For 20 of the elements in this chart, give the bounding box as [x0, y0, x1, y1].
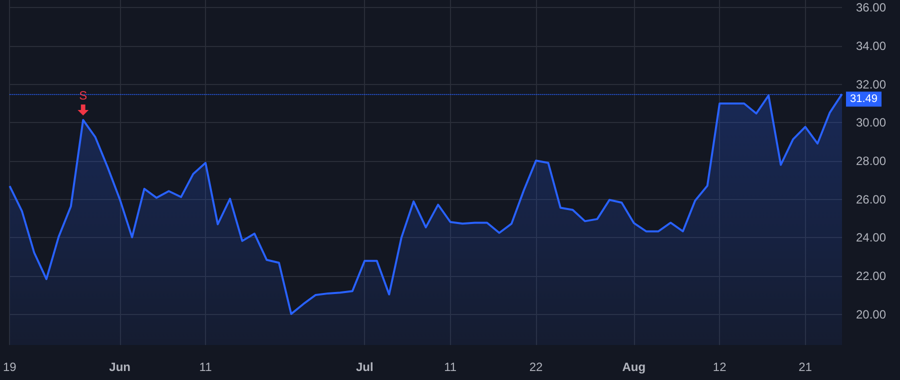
- x-tick-label: 21: [798, 360, 812, 374]
- x-tick-label: 12: [712, 360, 727, 374]
- annotation: S: [79, 88, 88, 102]
- y-tick-label: 36.00: [856, 0, 886, 15]
- ref-line-label: 31.49: [850, 93, 878, 106]
- x-tick-label: 11: [444, 360, 457, 374]
- x-tick-label: Aug: [622, 360, 646, 374]
- y-tick-label: 34.00: [856, 39, 886, 53]
- y-tick-label: 30.00: [856, 116, 886, 130]
- x-tick-label: 22: [529, 360, 543, 374]
- x-tick-label: 11: [199, 360, 212, 374]
- x-tick-label: Jun: [109, 360, 131, 374]
- y-tick-label: 20.00: [856, 307, 886, 322]
- x-tick-label: 19: [2, 360, 17, 374]
- y-tick-label: 22.00: [856, 269, 886, 283]
- y-tick-label: 24.00: [856, 230, 886, 245]
- y-tick-label: 26.00: [856, 192, 886, 206]
- y-tick-label: 32.00: [856, 77, 886, 92]
- y-tick-label: 28.00: [856, 154, 886, 168]
- x-tick-label: Jul: [356, 360, 374, 374]
